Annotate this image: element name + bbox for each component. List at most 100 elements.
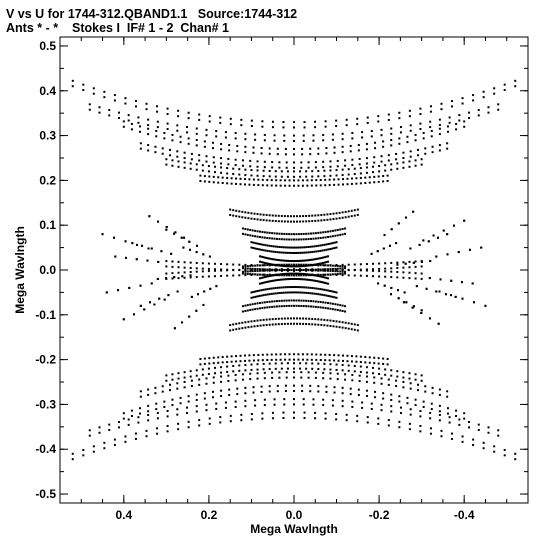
data-point — [239, 360, 242, 363]
data-point — [382, 392, 385, 395]
data-point — [98, 426, 101, 429]
data-point — [280, 278, 283, 281]
data-point — [299, 286, 302, 289]
data-point — [258, 289, 261, 292]
data-point — [317, 293, 320, 296]
data-point — [293, 403, 295, 406]
data-point — [256, 247, 259, 250]
data-point — [315, 292, 318, 295]
data-point — [212, 175, 215, 178]
data-point — [201, 169, 204, 172]
data-point — [408, 260, 411, 263]
data-point — [261, 307, 264, 310]
data-point — [296, 272, 299, 275]
data-point — [359, 370, 362, 373]
data-point — [183, 380, 186, 383]
data-point — [366, 116, 369, 119]
data-point — [257, 353, 260, 356]
data-point — [422, 400, 425, 403]
data-point — [183, 161, 186, 164]
data-point — [92, 92, 95, 95]
data-point — [408, 165, 411, 168]
data-point — [314, 161, 317, 164]
data-point — [414, 277, 417, 280]
data-point — [284, 278, 287, 281]
data-point — [283, 403, 286, 406]
data-point — [402, 161, 405, 164]
data-point — [514, 79, 517, 82]
data-point — [187, 426, 190, 429]
data-point — [235, 177, 238, 180]
data-point — [457, 251, 460, 254]
data-point — [271, 166, 274, 169]
data-point — [351, 379, 354, 382]
data-point — [310, 279, 313, 282]
data-point — [293, 304, 295, 307]
data-point — [280, 268, 283, 271]
data-point — [341, 399, 344, 402]
data-point — [280, 291, 283, 294]
data-point — [395, 152, 398, 155]
data-point — [165, 374, 168, 377]
data-point — [341, 267, 344, 270]
data-point — [278, 305, 281, 308]
data-point — [250, 119, 253, 122]
data-point — [273, 300, 276, 303]
data-point — [195, 267, 198, 270]
y-tick-label: 0.4 — [39, 84, 56, 98]
data-point — [166, 424, 169, 427]
data-point — [331, 138, 334, 141]
data-point — [274, 317, 277, 320]
data-point — [254, 267, 257, 270]
data-point — [414, 159, 417, 162]
data-point — [382, 145, 385, 148]
data-point — [241, 270, 244, 273]
data-point — [127, 114, 130, 117]
data-point — [179, 141, 182, 144]
data-point — [472, 438, 475, 441]
data-point — [430, 135, 433, 138]
data-point — [134, 105, 137, 108]
data-point — [213, 372, 216, 375]
data-point — [276, 153, 279, 156]
data-point — [414, 133, 417, 136]
data-point — [339, 304, 342, 307]
data-point — [398, 117, 401, 120]
data-point — [113, 443, 116, 446]
data-point — [335, 363, 338, 366]
data-point — [284, 265, 287, 268]
data-point — [285, 268, 288, 271]
data-point — [238, 364, 241, 367]
data-point — [324, 230, 327, 233]
data-point — [212, 156, 215, 159]
data-point — [451, 432, 454, 435]
data-point — [195, 393, 198, 396]
data-point — [274, 250, 277, 253]
data-point — [341, 145, 344, 148]
data-point — [273, 279, 276, 282]
data-point — [335, 412, 338, 415]
data-point — [296, 259, 299, 262]
data-point — [267, 257, 270, 260]
data-point — [303, 286, 306, 289]
data-point — [390, 163, 393, 166]
data-point — [315, 245, 318, 248]
data-point — [334, 264, 337, 267]
data-point — [257, 184, 260, 187]
data-point — [429, 260, 432, 263]
data-point — [227, 374, 230, 377]
data-point — [317, 147, 320, 150]
data-point — [338, 326, 341, 329]
data-point — [275, 184, 278, 187]
data-point — [347, 210, 350, 213]
data-point — [228, 388, 231, 391]
data-point — [302, 265, 305, 268]
data-point — [274, 323, 277, 326]
data-point — [323, 288, 326, 291]
data-point — [414, 272, 417, 275]
data-point — [305, 269, 308, 272]
data-point — [265, 262, 268, 265]
data-point — [341, 174, 344, 177]
data-point — [244, 138, 247, 141]
data-point — [416, 389, 419, 392]
